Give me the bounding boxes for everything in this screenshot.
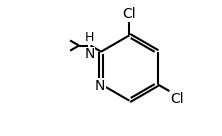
Text: Cl: Cl — [123, 7, 136, 21]
Text: N: N — [85, 47, 95, 61]
Text: N: N — [94, 79, 105, 93]
Text: H: H — [85, 31, 95, 44]
Text: Cl: Cl — [170, 92, 184, 106]
